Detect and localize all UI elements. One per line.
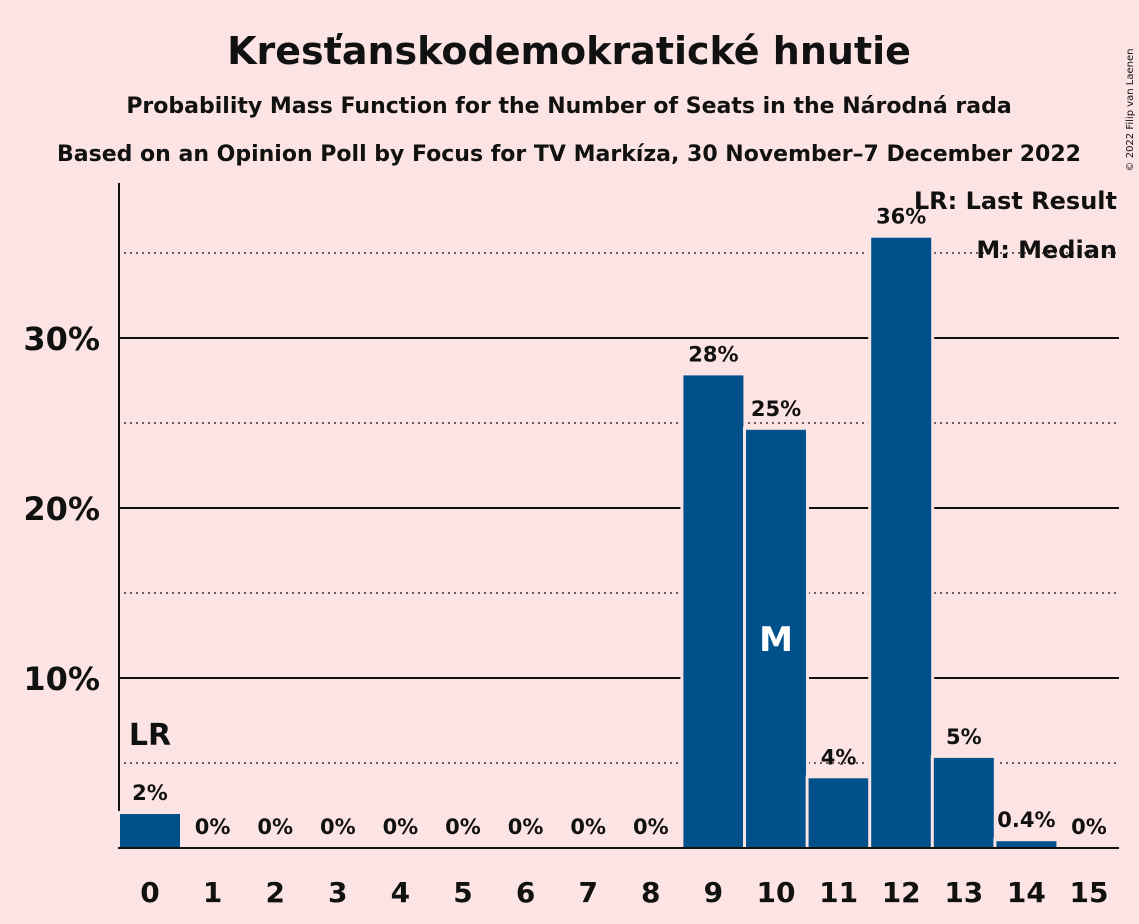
bar bbox=[120, 814, 180, 848]
x-tick-label: 2 bbox=[265, 876, 284, 909]
data-label: 0% bbox=[633, 815, 669, 839]
data-label: 0% bbox=[508, 815, 544, 839]
gridlines bbox=[118, 252, 1119, 764]
legend-last-result: LR: Last Result bbox=[914, 187, 1117, 215]
data-label: 0.4% bbox=[997, 808, 1055, 832]
bar bbox=[933, 757, 994, 848]
y-tick-label: 10% bbox=[23, 660, 100, 698]
data-label: 4% bbox=[821, 745, 857, 769]
x-tick-label: 14 bbox=[1007, 876, 1046, 909]
data-label: 25% bbox=[751, 397, 801, 421]
data-label: 0% bbox=[257, 815, 293, 839]
x-tick-label: 1 bbox=[203, 876, 222, 909]
x-tick-label: 3 bbox=[328, 876, 347, 909]
x-axis: 0 1 2 3 4 5 6 7 8 9 10 11 12 13 14 15 bbox=[118, 847, 1119, 909]
bar bbox=[808, 778, 869, 848]
data-label: 2% bbox=[132, 781, 168, 805]
chart-subtitle: Probability Mass Function for the Number… bbox=[126, 94, 1011, 119]
chart-subtitle-source: Based on an Opinion Poll by Focus for TV… bbox=[57, 142, 1081, 167]
bar bbox=[746, 429, 806, 848]
data-label: 0% bbox=[383, 815, 419, 839]
data-label: 0% bbox=[195, 815, 231, 839]
x-tick-label: 6 bbox=[516, 876, 535, 909]
x-tick-label: 5 bbox=[453, 876, 472, 909]
x-tick-label: 0 bbox=[140, 876, 159, 909]
x-tick-label: 7 bbox=[578, 876, 597, 909]
median-marker: M bbox=[759, 620, 793, 660]
data-label: 0% bbox=[320, 815, 356, 839]
copyright-notice: © 2022 Filip van Laenen bbox=[1125, 49, 1136, 172]
data-label: 0% bbox=[570, 815, 606, 839]
bar bbox=[871, 237, 932, 848]
data-labels: 2% 0% 0% 0% 0% 0% 0% 0% 0% 28% 25% 4% 36% 5% 0.4% 0% bbox=[132, 205, 1107, 839]
x-tick-label: 4 bbox=[391, 876, 410, 909]
y-tick-label: 30% bbox=[23, 320, 100, 358]
y-axis: 10% 20% 30% bbox=[23, 183, 120, 848]
x-tick-label: 10 bbox=[757, 876, 796, 909]
x-tick-label: 8 bbox=[641, 876, 660, 909]
x-tick-label: 15 bbox=[1070, 876, 1109, 909]
data-label: 0% bbox=[1071, 815, 1107, 839]
legend-median: M: Median bbox=[976, 236, 1117, 264]
data-label: 0% bbox=[445, 815, 481, 839]
y-tick-label: 20% bbox=[23, 490, 100, 528]
data-label: 28% bbox=[688, 342, 738, 366]
x-tick-label: 9 bbox=[704, 876, 723, 909]
markers: LR M bbox=[129, 620, 793, 753]
chart-title: Kresťanskodemokratické hnutie bbox=[227, 29, 911, 73]
bar bbox=[683, 375, 744, 848]
x-tick-label: 13 bbox=[944, 876, 983, 909]
last-result-marker: LR bbox=[129, 718, 171, 753]
x-tick-label: 11 bbox=[819, 876, 858, 909]
bars bbox=[117, 234, 1060, 848]
x-tick-label: 12 bbox=[882, 876, 921, 909]
bar bbox=[996, 841, 1057, 848]
data-label: 36% bbox=[876, 205, 926, 229]
data-label: 5% bbox=[946, 725, 982, 749]
